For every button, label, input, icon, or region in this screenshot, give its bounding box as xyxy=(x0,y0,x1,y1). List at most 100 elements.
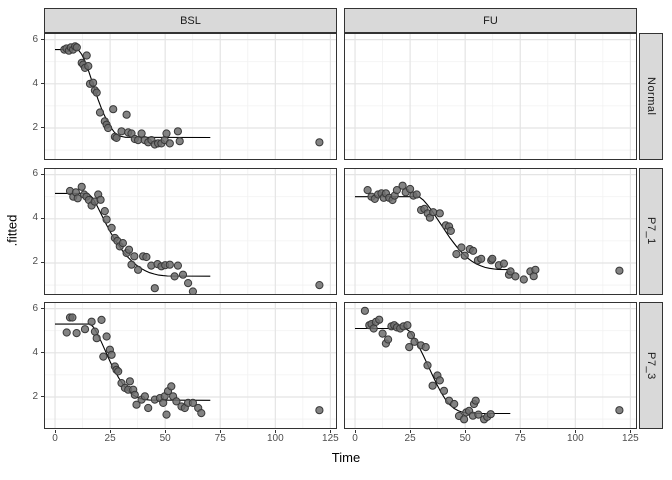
x-tick-mark xyxy=(574,429,576,433)
data-point xyxy=(62,328,71,337)
data-point xyxy=(137,129,146,138)
facet-col-label: FU xyxy=(483,14,498,27)
data-point xyxy=(72,329,81,338)
data-point xyxy=(100,206,109,215)
data-point xyxy=(511,271,520,281)
panel-border xyxy=(44,167,337,295)
data-point xyxy=(435,208,444,217)
facet-row-label: P7_3 xyxy=(645,351,657,380)
data-point xyxy=(72,43,81,52)
data-point xyxy=(112,133,121,143)
data-point xyxy=(615,266,624,275)
x-tick-label: 0 xyxy=(352,433,358,444)
data-point xyxy=(412,189,421,199)
facet-col-strip-bsl: BSL xyxy=(44,8,337,33)
facet-col-label: BSL xyxy=(180,14,201,27)
data-point xyxy=(378,329,387,338)
data-point xyxy=(165,139,174,148)
data-point xyxy=(114,367,123,376)
x-tick-mark xyxy=(464,429,466,433)
y-tick-mark xyxy=(40,261,44,263)
data-point xyxy=(89,78,98,87)
data-point xyxy=(406,330,416,340)
data-point xyxy=(499,259,508,268)
data-point xyxy=(118,238,128,247)
x-tick-label: 100 xyxy=(566,433,584,444)
data-point xyxy=(421,343,430,352)
y-tick-label: 6 xyxy=(32,33,38,45)
data-point xyxy=(428,381,437,390)
data-point xyxy=(178,270,188,279)
facet-panel-bsl-normal xyxy=(44,33,337,160)
data-point xyxy=(134,265,143,274)
data-point xyxy=(102,214,111,224)
data-point xyxy=(130,251,139,260)
data-point xyxy=(410,337,419,346)
data-point xyxy=(96,195,105,204)
data-point xyxy=(172,397,181,406)
y-tick-label: 4 xyxy=(32,77,38,89)
fitted-line xyxy=(355,195,511,270)
data-point xyxy=(175,137,184,146)
data-point xyxy=(197,409,206,418)
data-point xyxy=(167,382,176,391)
y-tick-label: 6 xyxy=(32,302,38,314)
data-point xyxy=(173,261,182,270)
data-point xyxy=(471,396,480,405)
data-point xyxy=(184,278,193,287)
facet-row-label: Normal xyxy=(645,77,657,116)
facet-panel-fu-p7_3 xyxy=(344,302,637,429)
x-axis-title: Time xyxy=(331,450,361,465)
y-tick-mark xyxy=(40,352,44,354)
data-point xyxy=(439,386,449,395)
data-point xyxy=(132,400,141,409)
data-point xyxy=(460,251,469,260)
y-tick-mark xyxy=(40,83,44,85)
data-point xyxy=(375,315,384,324)
x-tick-label: 50 xyxy=(459,433,471,444)
x-tick-label: 25 xyxy=(104,433,116,444)
panel-border xyxy=(344,167,637,295)
x-tick-label: 100 xyxy=(266,433,284,444)
data-point xyxy=(162,129,171,138)
data-point xyxy=(469,246,478,255)
data-point xyxy=(506,266,515,276)
data-point xyxy=(435,376,444,385)
x-tick-label: 25 xyxy=(404,433,416,444)
y-tick-label: 4 xyxy=(32,346,38,358)
data-point xyxy=(92,334,101,343)
panel-border xyxy=(344,33,637,160)
panel-border xyxy=(344,302,637,429)
y-tick-label: 4 xyxy=(32,212,38,224)
data-point xyxy=(398,181,407,190)
data-point xyxy=(446,226,455,235)
x-tick-label: 125 xyxy=(322,433,339,444)
facet-panel-bsl-p7_1 xyxy=(44,167,337,295)
x-tick-mark xyxy=(164,429,166,433)
data-point xyxy=(84,61,93,71)
x-tick-mark xyxy=(54,429,56,433)
x-tick-mark xyxy=(519,429,521,433)
x-tick-label: 50 xyxy=(159,433,171,444)
y-tick-mark xyxy=(40,217,44,219)
data-point xyxy=(474,410,483,419)
data-point xyxy=(104,123,113,133)
data-point xyxy=(117,127,126,136)
data-point xyxy=(452,249,461,258)
data-point xyxy=(150,283,159,292)
data-point xyxy=(531,265,540,274)
x-tick-mark xyxy=(274,429,276,433)
data-point xyxy=(92,88,101,97)
data-point xyxy=(102,332,111,341)
x-tick-mark xyxy=(219,429,221,433)
data-point xyxy=(82,51,91,60)
data-point xyxy=(122,110,131,119)
data-point xyxy=(188,286,197,295)
data-point xyxy=(77,182,86,191)
data-point xyxy=(107,223,116,232)
facet-panel-bsl-p7_3 xyxy=(44,302,337,429)
data-point xyxy=(159,398,168,408)
y-tick-mark xyxy=(40,308,44,310)
data-point xyxy=(450,399,459,409)
